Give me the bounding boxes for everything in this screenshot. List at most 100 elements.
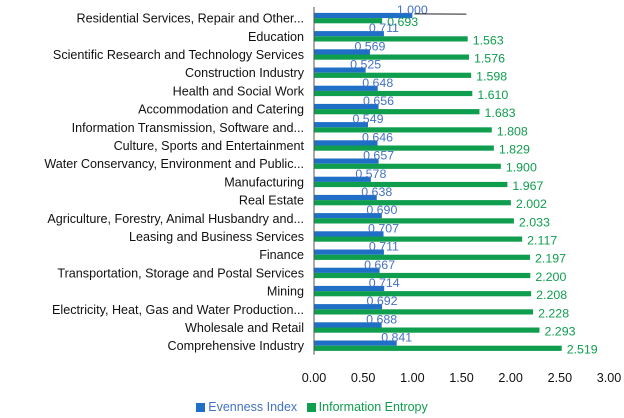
data-label-information-entropy-18: 2.293: [544, 325, 575, 339]
bar-evenness-index-9: [314, 158, 379, 164]
bar-information-entropy-14: [314, 254, 531, 260]
bar-information-entropy-13: [314, 236, 523, 242]
data-label-evenness-index-13: 0.707: [368, 221, 399, 235]
bar-evenness-index-10: [314, 176, 371, 182]
bar-evenness-index-12: [314, 213, 382, 219]
data-label-information-entropy-7: 1.808: [497, 124, 528, 138]
bar-evenness-index-7: [314, 122, 368, 128]
data-label-evenness-index-11: 0.638: [361, 185, 392, 199]
data-label-evenness-index-2: 0.711: [369, 21, 399, 35]
bar-evenness-index-3: [314, 49, 370, 55]
data-label-evenness-index-4: 0.525: [350, 58, 381, 72]
category-label-6: Accommodation and Catering: [138, 103, 304, 117]
data-label-evenness-index-17: 0.692: [367, 294, 398, 308]
bar-evenness-index-14: [314, 249, 384, 255]
data-label-information-entropy-5: 1.610: [477, 88, 508, 102]
bar-information-entropy-9: [314, 163, 501, 169]
category-label-15: Transportation, Storage and Postal Servi…: [57, 266, 304, 280]
data-label-information-entropy-16: 2.208: [536, 288, 567, 302]
bar-information-entropy-18: [314, 327, 540, 333]
bar-evenness-index-15: [314, 267, 380, 273]
data-label-information-entropy-1: 0.693: [387, 15, 418, 29]
x-tick-label-1-00: 1.00: [400, 371, 425, 385]
x-tick-label-0-50: 0.50: [351, 371, 376, 385]
category-label-16: Mining: [267, 285, 304, 299]
legend-label-information-entropy: Information Entropy: [318, 400, 428, 414]
bar-evenness-index-19: [314, 340, 397, 346]
data-label-evenness-index-5: 0.648: [362, 76, 393, 90]
bar-information-entropy-8: [314, 145, 494, 151]
bar-information-entropy-6: [314, 109, 480, 115]
bar-information-entropy-2: [314, 36, 468, 42]
data-label-evenness-index-15: 0.667: [364, 258, 395, 272]
bar-evenness-index-4: [314, 67, 366, 73]
bar-information-entropy-4: [314, 72, 472, 78]
category-label-7: Information Transmission, Software and..…: [72, 121, 304, 135]
bar-evenness-index-13: [314, 231, 384, 237]
category-label-3: Scientific Research and Technology Servi…: [53, 48, 304, 62]
category-label-10: Manufacturing: [224, 175, 304, 189]
data-label-information-entropy-17: 2.228: [538, 306, 569, 320]
x-tick-label-0-00: 0.00: [302, 371, 327, 385]
category-label-8: Culture, Sports and Entertainment: [114, 139, 305, 153]
bar-evenness-index-5: [314, 85, 378, 91]
x-tick-label-1-50: 1.50: [449, 371, 474, 385]
category-label-9: Water Conservancy, Environment and Publi…: [44, 157, 304, 171]
category-label-19: Comprehensive Industry: [168, 339, 305, 353]
data-label-evenness-index-3: 0.569: [354, 39, 385, 53]
bar-information-entropy-12: [314, 218, 514, 224]
bar-information-entropy-15: [314, 272, 531, 279]
data-label-evenness-index-9: 0.657: [363, 149, 394, 163]
bar-evenness-index-2: [314, 31, 384, 37]
data-label-information-entropy-13: 2.117: [527, 234, 557, 248]
data-label-evenness-index-8: 0.646: [362, 130, 393, 144]
category-label-2: Education: [248, 30, 304, 44]
category-label-11: Real Estate: [239, 194, 304, 208]
data-label-information-entropy-2: 1.563: [473, 33, 504, 47]
category-label-5: Health and Social Work: [173, 84, 305, 98]
legend-swatch-evenness-index: [196, 403, 206, 412]
bar-evenness-index-18: [314, 322, 382, 328]
category-label-12: Agriculture, Forestry, Animal Husbandry …: [47, 212, 304, 226]
category-label-1: Residential Services, Repair and Other..…: [77, 12, 305, 26]
legend-item-information-entropy: Information Entropy: [306, 400, 428, 414]
bar-evenness-index-6: [314, 103, 379, 110]
x-tick-label-2-50: 2.50: [548, 371, 573, 385]
legend-item-evenness-index: Evenness Index: [196, 400, 297, 414]
data-label-evenness-index-14: 0.711: [369, 240, 399, 254]
bar-information-entropy-7: [314, 127, 492, 133]
bar-evenness-index-16: [314, 285, 385, 292]
data-label-information-entropy-8: 1.829: [499, 143, 530, 157]
data-label-information-entropy-15: 2.200: [535, 270, 566, 284]
data-label-information-entropy-19: 2.519: [567, 343, 598, 357]
data-label-evenness-index-10: 0.578: [355, 167, 386, 181]
bar-information-entropy-19: [314, 345, 562, 351]
bar-information-entropy-10: [314, 181, 508, 188]
bar-information-entropy-1: [314, 18, 383, 24]
x-tick-label-3-00: 3.00: [597, 371, 622, 385]
data-label-information-entropy-6: 1.683: [484, 106, 515, 120]
bar-information-entropy-17: [314, 309, 534, 315]
bar-information-entropy-5: [314, 90, 473, 97]
data-label-information-entropy-12: 2.033: [519, 215, 550, 229]
x-tick-label-2-00: 2.00: [498, 371, 523, 385]
data-label-evenness-index-6: 0.656: [363, 94, 394, 108]
data-label-evenness-index-19: 0.841: [381, 331, 412, 345]
bar-evenness-index-11: [314, 194, 377, 201]
data-label-evenness-index-7: 0.549: [352, 112, 383, 126]
category-label-14: Finance: [259, 248, 304, 262]
legend-label-evenness-index: Evenness Index: [208, 400, 298, 414]
data-label-information-entropy-10: 1.967: [512, 179, 543, 193]
data-label-information-entropy-4: 1.598: [476, 70, 507, 84]
data-label-information-entropy-14: 2.197: [535, 252, 566, 266]
data-label-information-entropy-3: 1.576: [474, 52, 505, 66]
legend-swatch-information-entropy: [306, 403, 316, 412]
bar-information-entropy-11: [314, 200, 511, 206]
bar-information-entropy-3: [314, 54, 469, 60]
category-label-13: Leasing and Business Services: [129, 230, 304, 244]
category-label-17: Electricity, Heat, Gas and Water Product…: [52, 303, 304, 317]
data-label-evenness-index-12: 0.690: [366, 203, 397, 217]
data-label-information-entropy-11: 2.002: [516, 197, 547, 211]
data-label-evenness-index-16: 0.714: [369, 276, 400, 290]
